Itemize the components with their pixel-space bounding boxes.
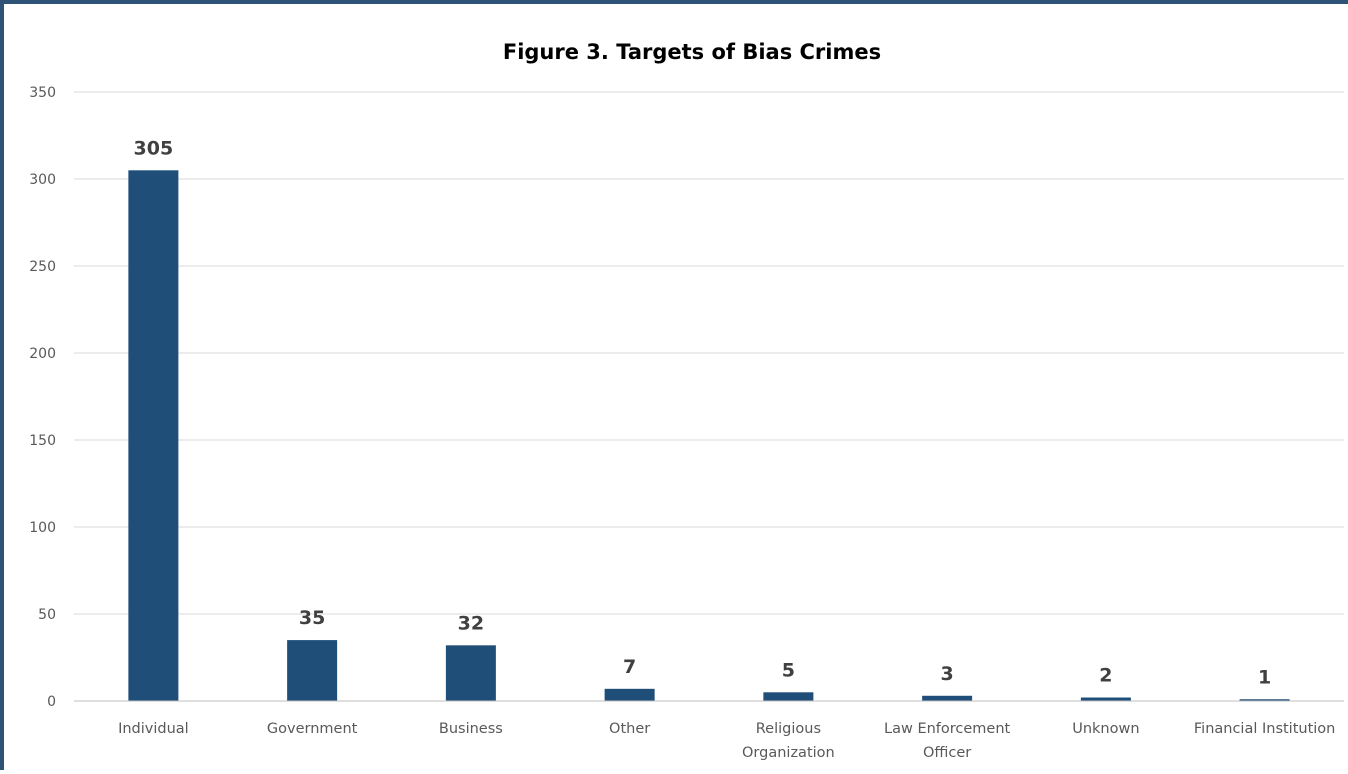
x-axis-ticks: Individual Government Business Other Religio… [118,721,1335,761]
data-label: 2 [1099,665,1112,687]
data-label: 305 [134,137,174,159]
bar [922,695,973,701]
data-label: 3 [941,663,954,685]
x-tick-label: Organization [742,745,835,761]
bars [128,170,1290,702]
x-tick-label: Law Enforcement [884,721,1011,737]
y-tick-label: 250 [29,259,56,275]
x-tick-label: Financial Institution [1194,721,1336,737]
chart-title: Figure 3. Targets of Bias Crimes [503,40,881,64]
y-tick-label: 200 [29,346,56,362]
y-tick-label: 300 [29,172,56,188]
y-tick-label: 100 [29,520,56,536]
bar [128,170,179,702]
bar [445,645,496,701]
gridlines [74,91,1344,615]
bar-chart: Figure 3. Targets of Bias Crimes 0 50 100 1… [29,40,1344,761]
data-label: 5 [782,659,795,681]
bar [287,640,338,701]
y-tick-label: 0 [47,694,56,710]
y-tick-label: 150 [29,433,56,449]
x-tick-label: Officer [923,745,971,761]
y-axis-ticks: 0 50 100 150 200 250 300 350 [29,85,56,710]
y-tick-label: 350 [29,85,56,101]
bar [1080,697,1131,701]
x-tick-label: Business [439,721,503,737]
data-label: 1 [1258,666,1271,688]
x-tick-label: Other [609,721,650,737]
x-tick-label: Individual [118,721,189,737]
bar [604,688,655,701]
bar [1239,699,1290,701]
y-tick-label: 50 [38,607,56,623]
bar [763,692,814,701]
data-label: 35 [299,607,325,629]
data-label: 7 [623,656,636,678]
data-label: 32 [458,612,484,634]
x-tick-label: Government [267,721,358,737]
x-tick-label: Unknown [1072,721,1139,737]
x-tick-label: Religious [756,721,821,737]
